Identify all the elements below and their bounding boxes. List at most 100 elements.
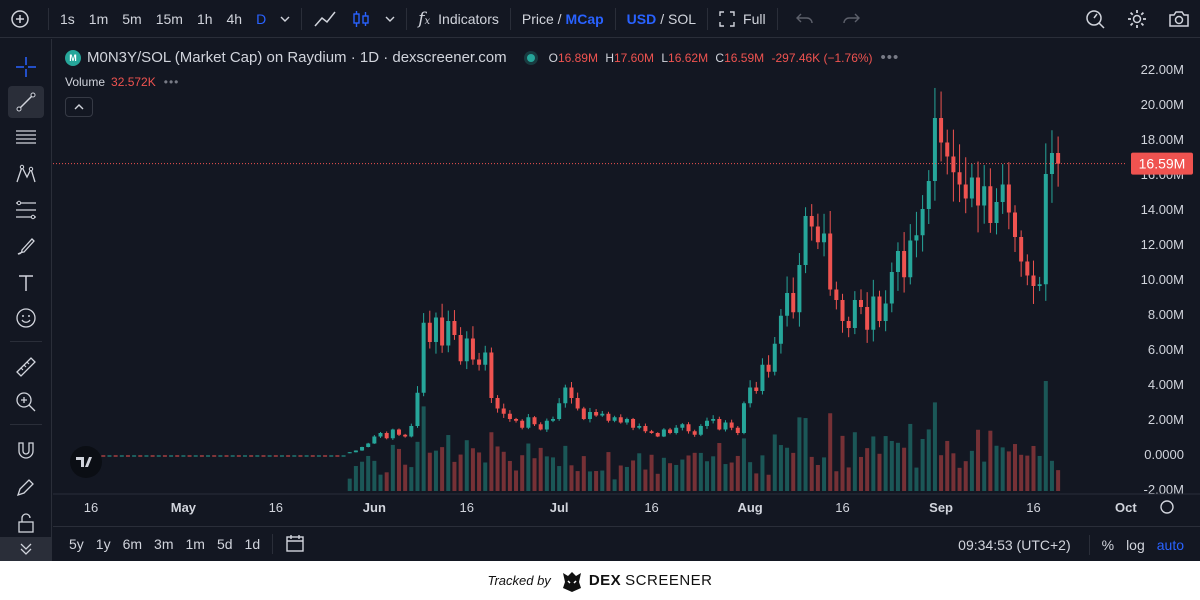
symbol-title[interactable]: M0N3Y/SOL (Market Cap) on Raydium · 1D ·… xyxy=(87,49,507,66)
volume-bar xyxy=(1031,445,1036,491)
candle-body xyxy=(822,233,827,243)
volume-bar xyxy=(686,455,691,491)
redo-button[interactable] xyxy=(828,0,874,38)
interval-d[interactable]: D xyxy=(256,10,267,27)
line-chart-icon xyxy=(314,11,336,26)
high-value: 17.60M xyxy=(613,50,655,65)
fib-tool[interactable] xyxy=(8,194,44,226)
volume-bar xyxy=(668,463,673,491)
range-6m[interactable]: 6m xyxy=(122,536,143,552)
undo-icon xyxy=(795,13,813,23)
price-tick-label: 6.00M xyxy=(1148,342,1184,357)
candle-body xyxy=(785,293,790,316)
undo-button[interactable] xyxy=(782,0,828,38)
go-to-date-button[interactable] xyxy=(279,533,311,556)
stay-in-drawing-tool[interactable] xyxy=(8,471,44,503)
measure-tool[interactable] xyxy=(8,351,44,383)
settings-axis-button[interactable] xyxy=(1160,500,1174,514)
volume-bar xyxy=(581,456,586,491)
auto-scale-toggle[interactable]: auto xyxy=(1156,536,1184,553)
candle-body xyxy=(557,403,562,419)
candle-body xyxy=(433,317,438,342)
screenshot-button[interactable] xyxy=(1158,0,1200,38)
candle-body xyxy=(871,296,876,330)
open-value: 16.89M xyxy=(557,50,598,65)
time-axis[interactable]: 16 May 16 Jun 16 Jul 16 Aug 16 Sep 16 Oct xyxy=(53,493,1200,515)
candle-body xyxy=(544,420,549,430)
interval-1m[interactable]: 1m xyxy=(88,10,109,27)
volume-bar xyxy=(470,448,475,491)
range-5y[interactable]: 5y xyxy=(69,536,84,552)
log-scale-toggle[interactable]: log xyxy=(1126,536,1145,553)
volume-bar xyxy=(698,452,703,491)
volume-bar xyxy=(440,447,445,491)
range-5d[interactable]: 5d xyxy=(216,536,233,552)
horizontal-lines-tool[interactable] xyxy=(8,121,44,153)
price-tick-label: 0.0000 xyxy=(1144,447,1184,462)
text-tool[interactable] xyxy=(8,267,44,299)
percent-scale-toggle[interactable]: % xyxy=(1101,536,1115,553)
chart-canvas[interactable]: 22.00M20.00M18.00M16.00M14.00M12.00M10.0… xyxy=(53,39,1200,526)
brush-tool[interactable] xyxy=(8,230,44,262)
price-axis[interactable]: 22.00M20.00M18.00M16.00M14.00M12.00M10.0… xyxy=(1141,62,1184,497)
candle-body xyxy=(1025,261,1030,276)
interval-1s[interactable]: 1s xyxy=(60,10,75,27)
range-1m[interactable]: 1m xyxy=(185,536,205,552)
last-price-tag xyxy=(1131,152,1193,175)
dexscreener-brand[interactable]: DEX SCREENER xyxy=(589,572,713,589)
interval-1h[interactable]: 1h xyxy=(196,10,213,27)
candle-body xyxy=(563,387,568,404)
zoom-tool[interactable] xyxy=(8,386,44,418)
legend-more-icon[interactable]: ••• xyxy=(880,49,900,66)
range-3m[interactable]: 3m xyxy=(154,536,174,552)
volume-more-icon[interactable]: ••• xyxy=(163,75,180,89)
interval-5m[interactable]: 5m xyxy=(122,10,142,27)
interval-dropdown[interactable] xyxy=(273,0,297,38)
drawing-toolbar xyxy=(0,39,52,561)
volume-bar xyxy=(366,455,371,491)
candle-body xyxy=(809,216,814,227)
clock-readout[interactable]: 09:34:53 (UTC+2) xyxy=(958,536,1071,553)
volume-bar xyxy=(692,452,697,491)
status-dot xyxy=(526,53,535,62)
trend-line-icon xyxy=(16,92,36,112)
lock-drawings-tool[interactable] xyxy=(8,507,44,539)
volume-bar xyxy=(1006,451,1011,491)
candle-body xyxy=(951,156,956,173)
chart-type-dropdown[interactable] xyxy=(378,0,402,38)
crosshair-tool[interactable] xyxy=(8,51,44,83)
pattern-tool[interactable] xyxy=(8,158,44,190)
quick-search-button[interactable] xyxy=(1074,0,1116,38)
collapse-legend-button[interactable] xyxy=(65,97,93,117)
trend-line-tool[interactable] xyxy=(8,86,44,118)
candle-body xyxy=(963,184,968,199)
line-chart-type-button[interactable] xyxy=(306,0,344,38)
candle-body xyxy=(969,177,974,199)
horizontal-lines-icon xyxy=(16,130,36,144)
volume-bar xyxy=(514,470,519,491)
candle-body xyxy=(828,233,833,290)
usd-sol-toggle[interactable]: USD / SOL xyxy=(620,0,703,38)
volume-bar xyxy=(741,438,746,491)
emoji-tool[interactable] xyxy=(8,302,44,334)
price-mcap-toggle[interactable]: Price / MCap xyxy=(515,0,611,38)
crosshair-icon xyxy=(16,57,36,77)
usd-label: USD xyxy=(626,10,657,27)
candle-chart-type-button[interactable] xyxy=(344,0,378,38)
candle-body xyxy=(1019,237,1024,262)
hide-toolbar-button[interactable] xyxy=(0,537,52,561)
volume-bar xyxy=(797,417,802,491)
magnet-tool[interactable] xyxy=(8,435,44,467)
range-1y[interactable]: 1y xyxy=(95,536,111,552)
volume-bar xyxy=(840,435,845,491)
candle-body xyxy=(846,321,851,328)
settings-button[interactable] xyxy=(1116,0,1158,38)
fullscreen-button[interactable]: Full xyxy=(712,0,773,38)
indicators-button[interactable]: fx Indicators xyxy=(411,0,506,38)
interval-15m[interactable]: 15m xyxy=(155,10,183,27)
chart-pane[interactable]: 22.00M20.00M18.00M16.00M14.00M12.00M10.0… xyxy=(53,39,1200,561)
range-1d[interactable]: 1d xyxy=(244,536,261,552)
volume-bar xyxy=(384,472,389,491)
add-symbol-button[interactable] xyxy=(0,0,44,38)
interval-4h[interactable]: 4h xyxy=(226,10,243,27)
